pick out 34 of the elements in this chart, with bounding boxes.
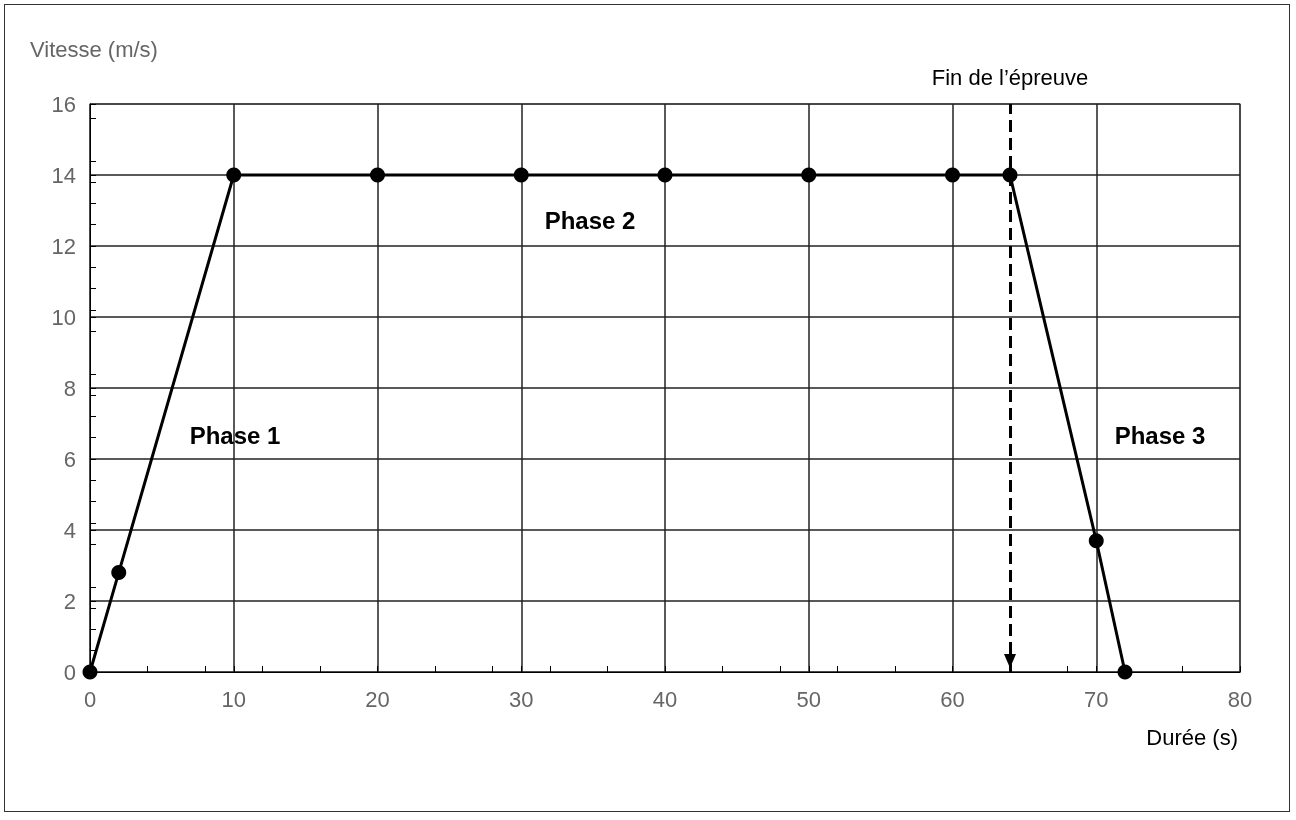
y-tick-label: 0 <box>63 659 76 685</box>
x-tick-label: 10 <box>221 686 246 712</box>
point <box>657 167 673 183</box>
x-tick-label: 50 <box>796 686 821 712</box>
y-tick-label: 14 <box>51 162 76 188</box>
annotation: Phase 3 <box>1114 421 1206 449</box>
y-tick-label: 16 <box>51 91 76 117</box>
y-tick-label: 4 <box>63 517 76 543</box>
x-tick-label: 20 <box>365 686 390 712</box>
y-tick-label: 12 <box>51 233 76 259</box>
point <box>226 167 242 183</box>
y-tick-label: 2 <box>63 588 76 614</box>
x-tick-label: 60 <box>940 686 965 712</box>
point <box>945 167 960 183</box>
y-axis-title: Vitesse (m/s) <box>30 36 158 62</box>
x-tick-label: 80 <box>1227 686 1253 712</box>
y-tick-label: 10 <box>51 304 76 330</box>
point <box>1002 167 1018 183</box>
annotation: Phase 2 <box>544 206 636 234</box>
point <box>801 167 817 183</box>
x-tick-label: 70 <box>1084 686 1109 712</box>
x-tick-label: 0 <box>83 686 97 712</box>
x-tick-label: 40 <box>652 686 678 712</box>
x-axis-title: Durée (s) <box>1146 724 1238 750</box>
point <box>370 167 385 183</box>
point <box>1088 533 1104 549</box>
point <box>513 167 529 183</box>
ref-line-label: Fin de l’épreuve <box>931 64 1089 90</box>
point <box>82 664 98 680</box>
y-tick-label: 8 <box>63 375 76 401</box>
point <box>1117 664 1133 680</box>
point <box>111 565 127 581</box>
y-tick-label: 6 <box>63 446 76 472</box>
x-tick-label: 30 <box>509 686 534 712</box>
